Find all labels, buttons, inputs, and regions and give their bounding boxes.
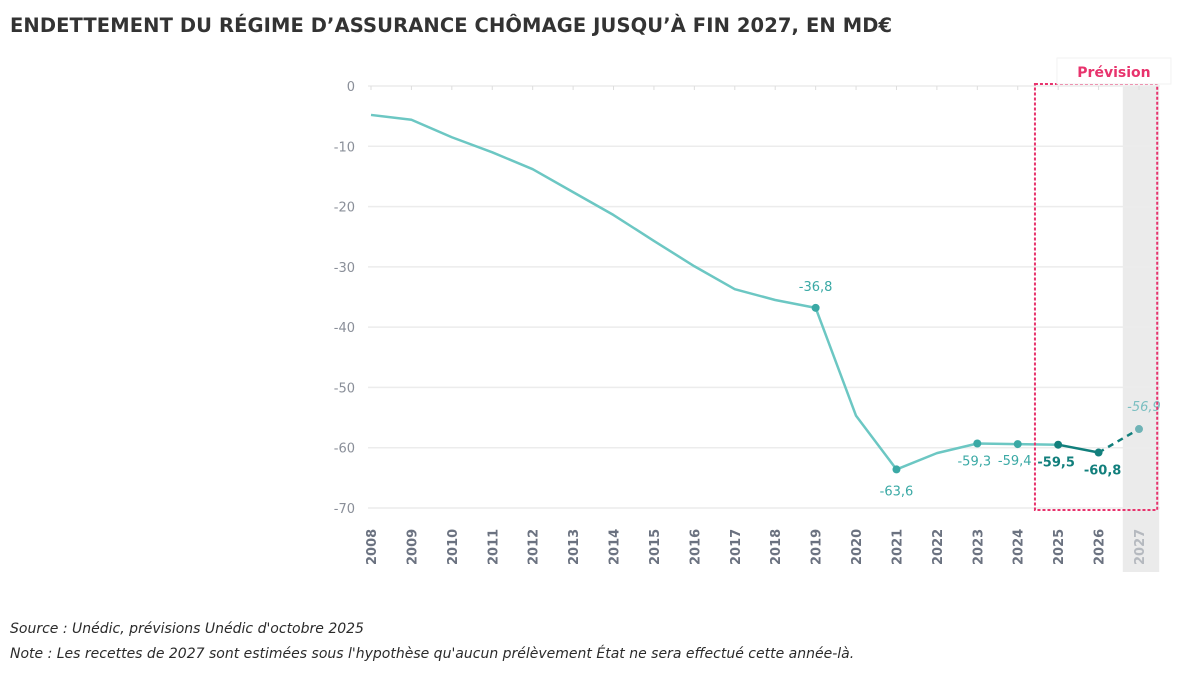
x-tick-label: 2012 [527, 529, 542, 565]
y-tick-label: -40 [334, 321, 355, 336]
y-tick-label: -70 [334, 502, 355, 517]
x-tick-label: 2018 [769, 529, 784, 565]
x-tick-label: 2021 [890, 529, 905, 565]
x-axis-ticks: 2008 2009 2010 2011 2012 2013 2014 2015 2016 2017… [365, 529, 1148, 565]
data-point-2021 [892, 465, 901, 474]
data-point-2023 [973, 439, 982, 448]
series-line-forecast [1057, 443, 1099, 454]
data-label-2021: -63,6 [880, 484, 914, 499]
x-tick-label: 2010 [446, 529, 461, 565]
data-labels: -36,8 -63,6 -59,3 -59,4 -59,5 -60,8 -56,9 [799, 280, 1161, 500]
x-tick-label: 2015 [648, 529, 663, 565]
y-tick-label: 0 [347, 80, 355, 95]
y-tick-label: -20 [334, 201, 355, 216]
data-label-2026: -60,8 [1084, 464, 1121, 479]
series-points [811, 303, 1143, 474]
x-tick-label: 2013 [567, 529, 582, 565]
series-line-historical [370, 113, 1059, 471]
x-tick-label: 2019 [810, 529, 825, 565]
data-label-2027: -56,9 [1127, 400, 1161, 415]
x-tick-label: 2017 [729, 529, 744, 565]
data-label-2019: -36,8 [799, 280, 833, 295]
x-tick-label: 2009 [405, 529, 420, 565]
source-note: Source : Unédic, prévisions Unédic d'oct… [10, 621, 364, 637]
data-label-2025: -59,5 [1037, 456, 1074, 471]
y-tick-label: -10 [334, 140, 355, 155]
x-tick-label: 2022 [931, 529, 946, 565]
line-chart: 0-10-20-30-40-50-60-70 2008 2009 2010 2011 2… [334, 57, 1172, 572]
footnote: Note : Les recettes de 2027 sont estimée… [10, 646, 855, 662]
y-axis-ticks: 0 -10 -20 -30 -40 -50 -60 -70 [334, 80, 355, 517]
x-tick-label: 2016 [688, 529, 703, 565]
data-point-2025 [1054, 440, 1063, 449]
x-tick-label: 2014 [608, 529, 623, 565]
x-tick-label: 2023 [971, 529, 986, 565]
chart-title: ENDETTEMENT DU RÉGIME D’ASSURANCE CHÔMAG… [10, 14, 893, 37]
data-point-2026 [1094, 448, 1103, 457]
x-tick-label: 2024 [1012, 529, 1027, 565]
x-tick-label: 2011 [486, 529, 501, 565]
x-tick-label: 2008 [365, 529, 380, 565]
y-tick-label: -60 [334, 442, 355, 457]
shade-layer [1122, 86, 1160, 572]
data-point-2024 [1013, 440, 1022, 449]
data-label-2024: -59,4 [998, 454, 1032, 469]
y-tick-label: -30 [334, 261, 355, 276]
grid-layer [368, 85, 1160, 509]
data-point-2019 [811, 303, 820, 312]
x-tick-label: 2026 [1093, 529, 1108, 565]
data-point-2027 [1135, 425, 1143, 434]
shaded-column-2027 [1122, 86, 1160, 572]
data-label-2023: -59,3 [957, 454, 991, 469]
forecast-annotation: Prévision [1033, 57, 1172, 511]
x-tick-label: 2025 [1052, 529, 1067, 565]
forecast-label: Prévision [1077, 65, 1150, 81]
x-tick-label: 2020 [850, 529, 865, 565]
series-lines [370, 113, 1140, 471]
series-line-dashed [1097, 427, 1140, 454]
x-tick-label: 2027 [1133, 529, 1148, 565]
forecast-label-background [1056, 57, 1172, 85]
y-tick-label: -50 [334, 381, 355, 396]
